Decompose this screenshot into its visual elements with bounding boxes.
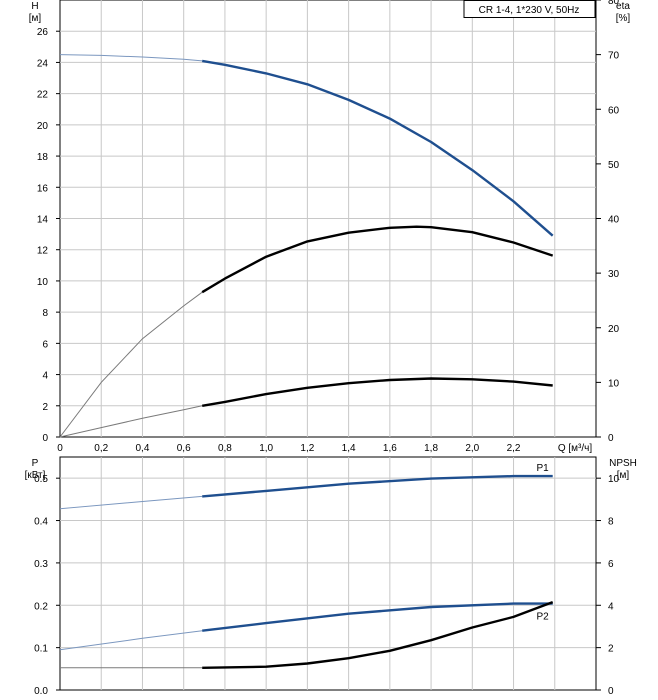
x-axis-tick-label: 1,0 — [259, 443, 273, 454]
series-label: P1 — [536, 463, 549, 474]
right-axis-tick-label: 30 — [608, 269, 620, 280]
right-axis-tick-label: 8 — [608, 517, 614, 528]
left-axis-tick-label: 0.4 — [34, 517, 48, 528]
left-axis-tick-label: 20 — [37, 121, 49, 132]
right-axis-tick-label: 6 — [608, 559, 614, 570]
series-line-extrapolated — [59, 495, 203, 510]
right-axis-tick-label: 50 — [608, 160, 620, 171]
left-axis-tick-label: 6 — [42, 339, 48, 350]
right-axis-title: NPSH — [609, 458, 637, 469]
left-axis-tick-label: 12 — [37, 246, 49, 257]
x-axis-tick-label: 2,2 — [507, 443, 521, 454]
right-axis-tick-label: 80 — [608, 0, 620, 7]
series-line — [202, 602, 553, 632]
left-axis-tick-label: 14 — [37, 215, 49, 226]
series-line — [202, 474, 553, 498]
x-axis-tick-label: 1,8 — [424, 443, 438, 454]
left-axis-unit: [м] — [29, 13, 42, 24]
left-axis-tick-label: 0.2 — [34, 601, 48, 612]
series-line-extrapolated — [59, 630, 203, 651]
left-axis-tick-label: 0.5 — [34, 474, 48, 485]
left-axis-tick-label: 2 — [42, 402, 48, 413]
right-axis-tick-label: 40 — [608, 215, 620, 226]
series-line — [201, 377, 553, 407]
series-label: P2 — [536, 612, 549, 623]
right-axis-unit: [м] — [617, 470, 630, 481]
series-line-extrapolated — [59, 405, 203, 438]
right-axis-tick-label: 2 — [608, 644, 614, 655]
series-line — [202, 600, 554, 669]
left-axis-tick-label: 18 — [37, 152, 49, 163]
chart-title: CR 1-4, 1*230 V, 50Hz — [479, 5, 580, 16]
right-axis-tick-label: 70 — [608, 51, 620, 62]
x-axis-tick-label: 0,8 — [218, 443, 232, 454]
left-axis-tick-label: 26 — [37, 27, 49, 38]
series-line-extrapolated — [59, 291, 203, 438]
x-axis-tick-label: 2,0 — [465, 443, 479, 454]
right-axis-tick-label: 10 — [608, 474, 620, 485]
x-axis-tick-label: 0,6 — [177, 443, 191, 454]
right-axis-tick-label: 20 — [608, 324, 620, 335]
x-axis-tick-label: 0 — [57, 443, 63, 454]
right-axis-tick-label: 10 — [608, 378, 620, 389]
right-axis-tick-label: 4 — [608, 601, 614, 612]
left-axis-title: P — [32, 458, 39, 469]
left-axis-tick-label: 0 — [42, 433, 48, 444]
right-axis-tick-label: 60 — [608, 105, 620, 116]
left-axis-tick-label: 24 — [37, 58, 49, 69]
left-axis-tick-label: 4 — [42, 371, 48, 382]
x-axis-tick-label: 1,2 — [300, 443, 314, 454]
x-axis-tick-label: 1,6 — [383, 443, 397, 454]
plot-area-1 — [59, 456, 597, 691]
right-axis-title: eta — [616, 1, 630, 12]
x-axis-tick-label: 1,4 — [342, 443, 356, 454]
left-axis-tick-label: 16 — [37, 183, 49, 194]
x-axis-title: Q [м³/ч] — [558, 443, 593, 454]
right-axis-tick-label: 0 — [608, 686, 614, 697]
left-axis-tick-label: 0.1 — [34, 644, 48, 655]
left-axis-tick-label: 0.3 — [34, 559, 48, 570]
series-line — [201, 59, 554, 237]
series-line-extrapolated — [59, 54, 203, 62]
series-line — [201, 225, 554, 294]
x-axis-tick-label: 0,4 — [136, 443, 150, 454]
left-axis-tick-label: 8 — [42, 308, 48, 319]
left-axis-tick-label: 22 — [37, 90, 49, 101]
right-axis-unit: [%] — [616, 13, 631, 24]
x-axis-tick-label: 0,2 — [94, 443, 108, 454]
left-axis-unit: [кВт] — [25, 470, 46, 481]
left-axis-tick-label: 10 — [37, 277, 49, 288]
left-axis-tick-label: 0.0 — [34, 686, 48, 697]
title-box — [463, 0, 596, 18]
left-axis-title: H — [31, 1, 38, 12]
right-axis-tick-label: 0 — [608, 433, 614, 444]
